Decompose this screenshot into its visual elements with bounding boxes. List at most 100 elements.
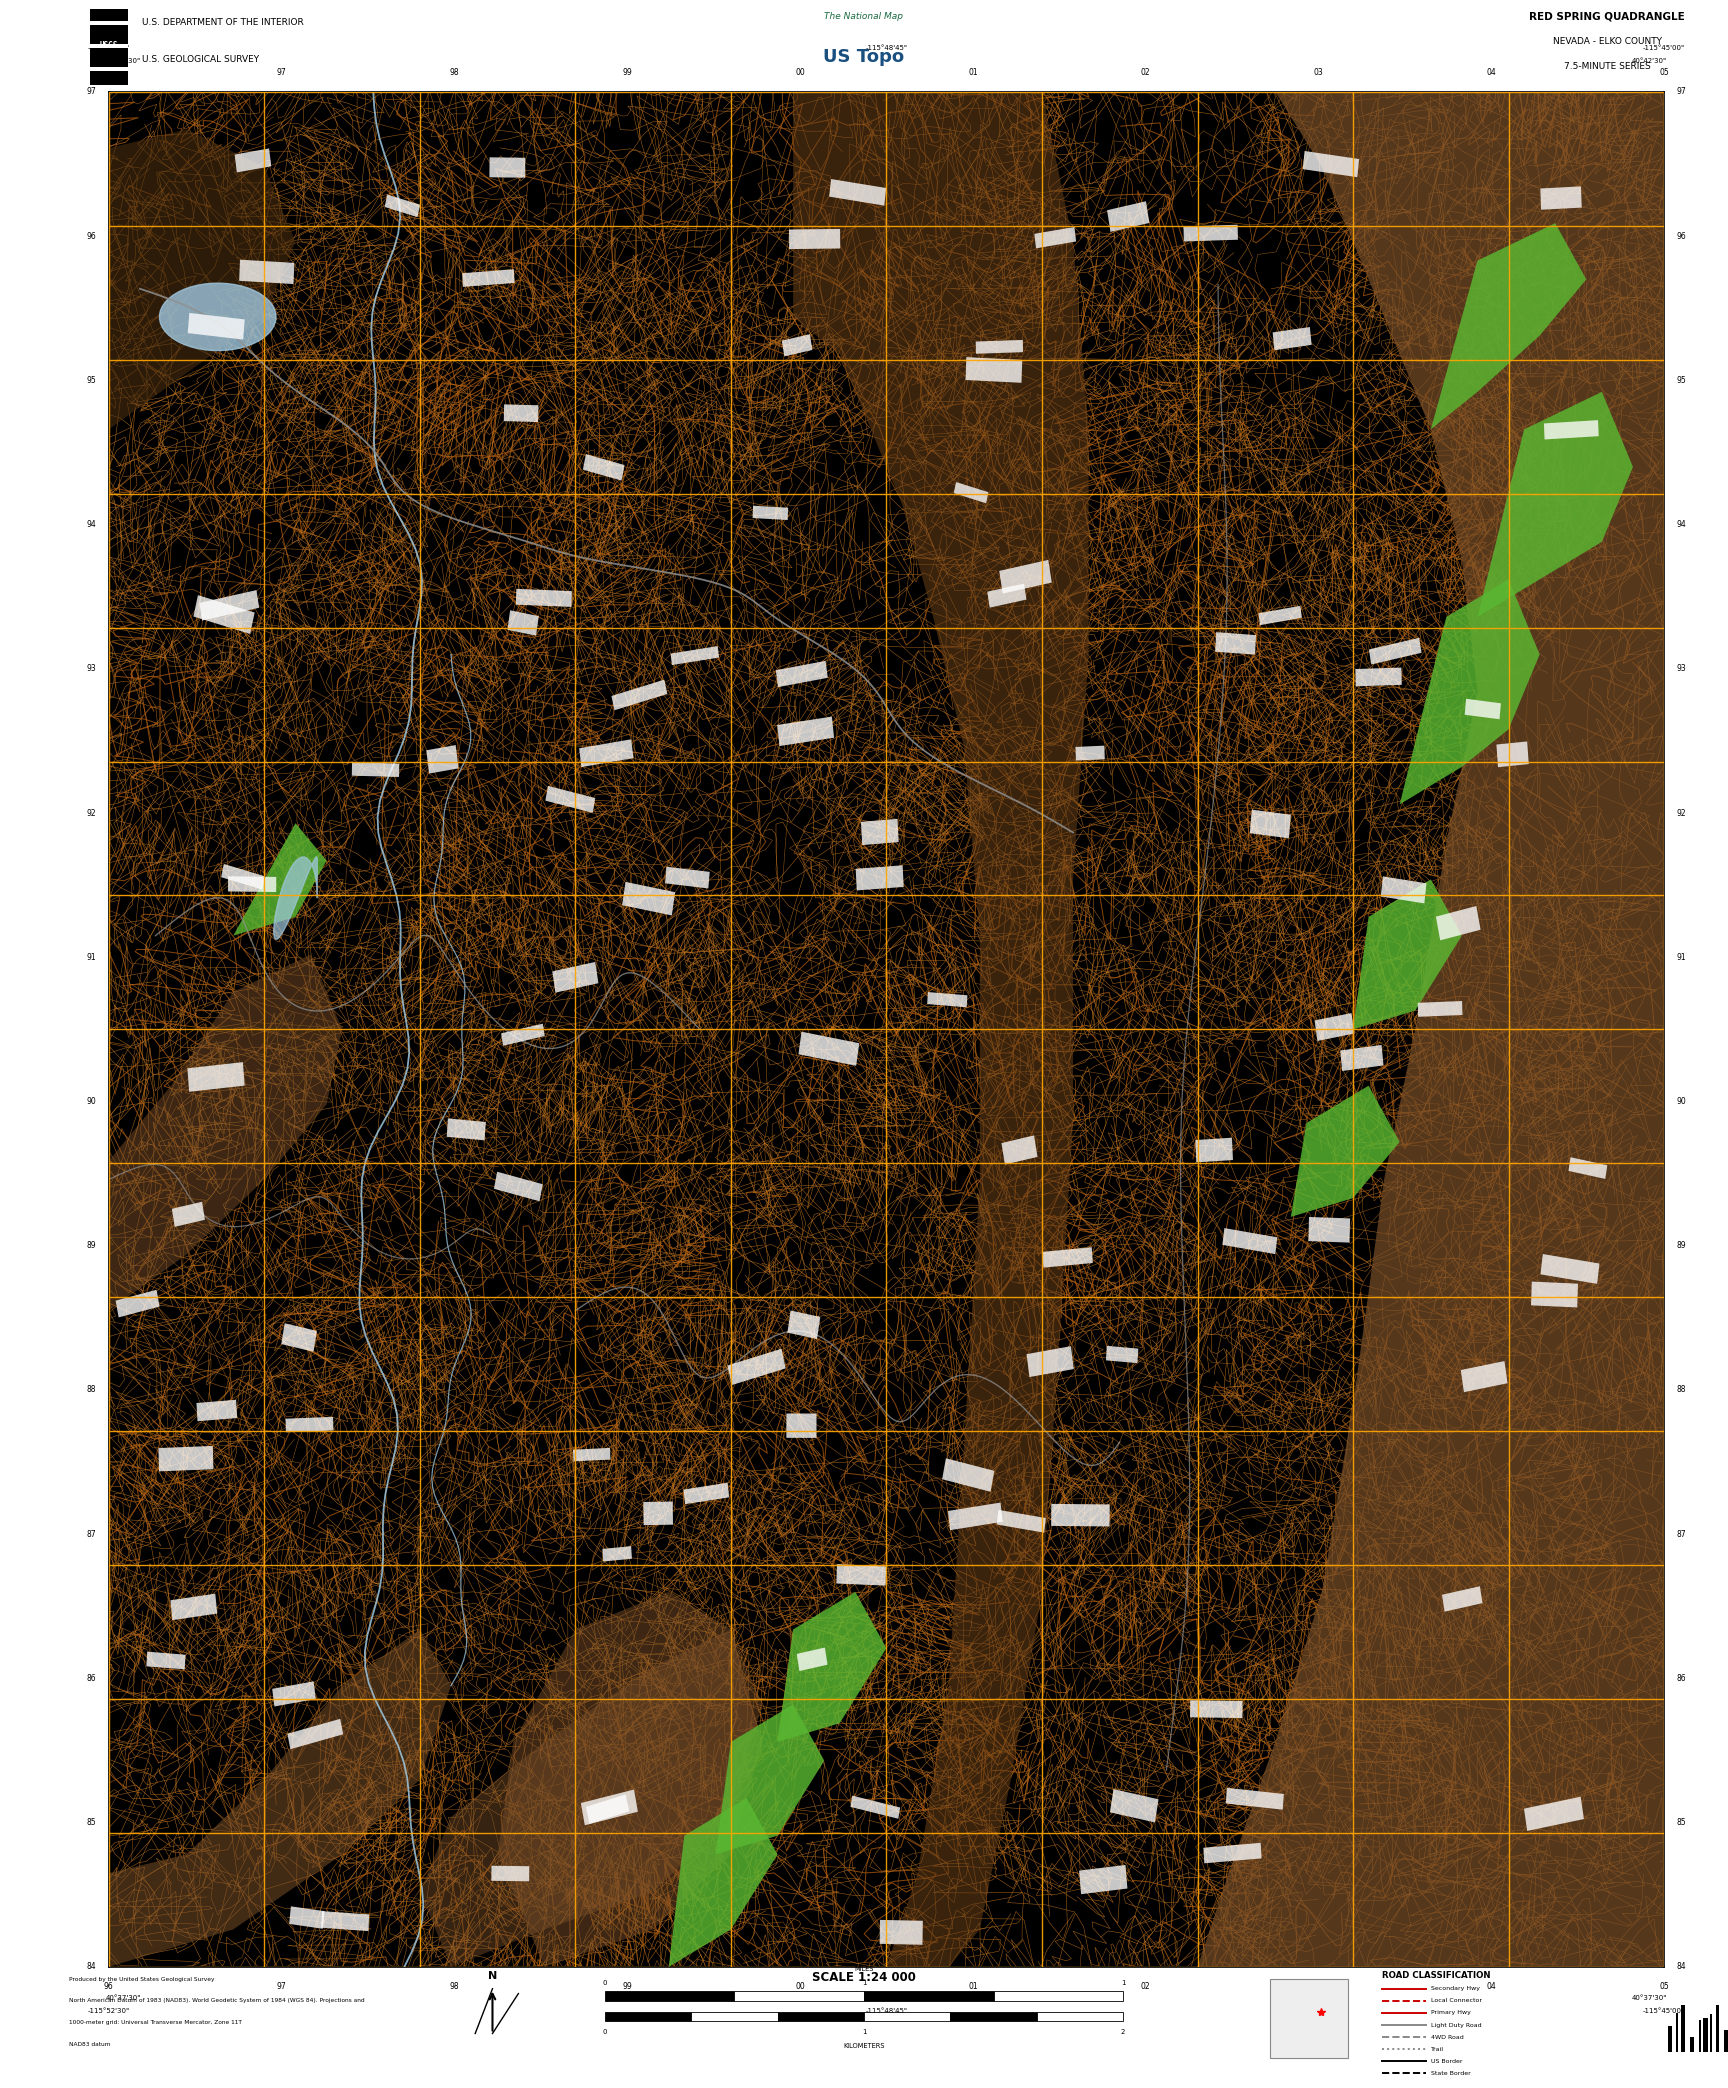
Text: 88: 88 xyxy=(86,1386,97,1395)
Bar xyxy=(864,1992,994,2000)
Text: 7.5-MINUTE SERIES: 7.5-MINUTE SERIES xyxy=(1564,63,1650,71)
Bar xyxy=(966,357,1023,382)
Bar xyxy=(1249,810,1291,837)
Text: State Border: State Border xyxy=(1431,2071,1471,2075)
Text: N: N xyxy=(487,1971,498,1982)
Bar xyxy=(781,334,812,357)
Text: SCALE 1:24 000: SCALE 1:24 000 xyxy=(812,1971,916,1984)
Bar xyxy=(880,1919,923,1944)
Bar xyxy=(1436,906,1481,940)
Text: 95: 95 xyxy=(86,376,97,384)
Text: 01: 01 xyxy=(968,69,978,77)
Polygon shape xyxy=(1353,879,1462,1029)
Text: 1: 1 xyxy=(862,2030,866,2034)
Text: -115°52'30": -115°52'30" xyxy=(88,2009,130,2015)
Polygon shape xyxy=(1477,393,1633,616)
Bar xyxy=(171,1203,206,1228)
Bar xyxy=(90,67,128,71)
Text: 86: 86 xyxy=(1676,1675,1687,1683)
Text: 97: 97 xyxy=(1676,88,1687,96)
Bar xyxy=(976,340,1023,353)
Text: 84: 84 xyxy=(1676,1963,1687,1971)
Bar xyxy=(1272,328,1312,351)
Bar xyxy=(1078,1865,1127,1894)
Polygon shape xyxy=(109,1629,451,1967)
Polygon shape xyxy=(273,856,318,940)
Bar xyxy=(491,1867,529,1881)
Bar xyxy=(691,2011,778,2021)
Bar xyxy=(850,1796,900,1819)
Text: 88: 88 xyxy=(1676,1386,1687,1395)
Bar xyxy=(950,2011,1037,2021)
Bar xyxy=(116,1290,159,1318)
Bar xyxy=(987,583,1026,608)
Bar xyxy=(778,716,835,745)
Bar xyxy=(797,1647,828,1670)
Polygon shape xyxy=(233,823,327,935)
Bar xyxy=(1417,1000,1462,1017)
Bar xyxy=(581,1789,638,1825)
Bar xyxy=(1308,1217,1350,1242)
Bar xyxy=(1465,699,1502,718)
Polygon shape xyxy=(498,1591,762,1967)
Bar xyxy=(448,1119,486,1140)
Bar xyxy=(836,1564,886,1585)
Bar xyxy=(1303,150,1360,177)
Bar xyxy=(1681,2004,1685,2053)
Bar xyxy=(427,745,458,773)
Text: 0: 0 xyxy=(603,2030,607,2034)
Text: 40°37'30": 40°37'30" xyxy=(105,1994,142,2000)
Bar xyxy=(999,560,1052,593)
Text: 05: 05 xyxy=(1659,1982,1669,1990)
Text: 96: 96 xyxy=(86,232,97,240)
Bar xyxy=(505,405,539,422)
Text: Local Connector: Local Connector xyxy=(1431,1998,1483,2002)
Text: 95: 95 xyxy=(1676,376,1687,384)
Text: 87: 87 xyxy=(86,1531,97,1539)
Bar xyxy=(282,1324,316,1351)
Text: 00: 00 xyxy=(795,1982,805,1990)
Bar xyxy=(1075,745,1104,760)
Bar xyxy=(1381,877,1427,904)
Text: 85: 85 xyxy=(1676,1819,1687,1827)
Bar xyxy=(1460,1361,1507,1393)
Bar xyxy=(788,1311,821,1338)
Bar xyxy=(1699,2019,1702,2053)
Text: 94: 94 xyxy=(86,520,97,528)
Text: Primary Hwy: Primary Hwy xyxy=(1431,2011,1471,2015)
Text: Secondary Hwy: Secondary Hwy xyxy=(1431,1986,1479,1992)
Bar xyxy=(864,2011,950,2021)
Bar xyxy=(1035,228,1077,248)
Text: NEVADA - ELKO COUNTY: NEVADA - ELKO COUNTY xyxy=(1552,38,1662,46)
Text: RED SPRING QUADRANGLE: RED SPRING QUADRANGLE xyxy=(1529,13,1685,21)
Bar xyxy=(385,194,420,217)
Polygon shape xyxy=(715,1704,824,1854)
Text: Light Duty Road: Light Duty Road xyxy=(1431,2023,1481,2027)
Text: 4WD Road: 4WD Road xyxy=(1431,2034,1464,2040)
Bar xyxy=(670,645,719,666)
Bar xyxy=(159,1445,213,1472)
Bar xyxy=(501,1023,544,1046)
Bar xyxy=(463,269,515,286)
Bar xyxy=(1215,633,1256,656)
Bar xyxy=(579,739,634,766)
Bar xyxy=(786,1414,817,1439)
Bar xyxy=(1026,1347,1073,1378)
Text: USGS: USGS xyxy=(100,42,118,50)
Bar xyxy=(798,1031,859,1065)
Bar xyxy=(605,1992,734,2000)
Bar xyxy=(1002,1136,1037,1165)
Bar xyxy=(1690,2036,1693,2053)
Bar xyxy=(194,595,254,635)
Bar xyxy=(1676,2013,1678,2053)
Bar xyxy=(90,21,128,25)
Text: 40°42'30": 40°42'30" xyxy=(105,58,142,65)
Bar xyxy=(928,992,968,1006)
Text: 91: 91 xyxy=(1676,952,1687,963)
Bar xyxy=(238,259,294,284)
Text: 98: 98 xyxy=(449,69,460,77)
Polygon shape xyxy=(159,284,276,351)
Bar xyxy=(546,785,596,812)
Bar xyxy=(289,1906,325,1929)
Bar xyxy=(753,505,788,520)
